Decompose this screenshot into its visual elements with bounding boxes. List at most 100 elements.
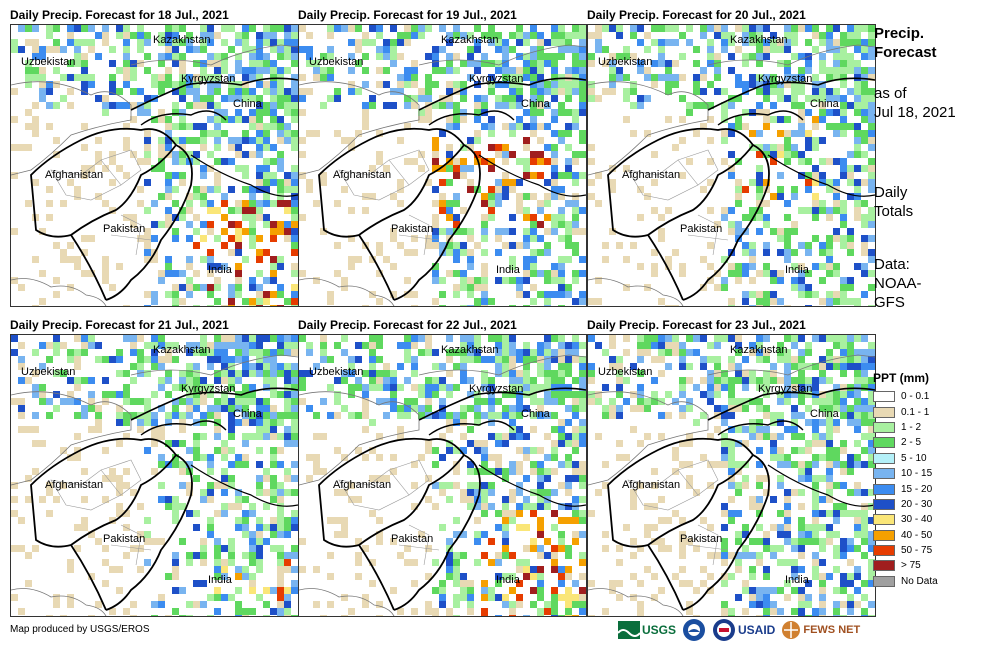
precip-cell	[291, 524, 298, 531]
precip-cell	[523, 291, 530, 298]
precip-cell	[728, 151, 735, 158]
precip-cell	[840, 242, 847, 249]
precip-cell	[572, 349, 579, 356]
precip-cell	[200, 412, 207, 419]
precip-cell	[572, 468, 579, 475]
precip-cell	[123, 552, 130, 559]
precip-cell	[798, 412, 805, 419]
precip-cell	[235, 454, 242, 461]
precip-cell	[770, 193, 777, 200]
precip-cell	[453, 242, 460, 249]
precip-cell	[819, 524, 826, 531]
precip-cell	[474, 482, 481, 489]
precip-cell	[826, 263, 833, 270]
precip-cell	[193, 349, 200, 356]
precip-cell	[256, 102, 263, 109]
map-label-afghanistan: Afghanistan	[45, 169, 103, 181]
precip-cell	[263, 475, 270, 482]
precip-cell	[488, 559, 495, 566]
precip-cell	[242, 573, 249, 580]
precip-cell	[235, 398, 242, 405]
precip-cell	[193, 580, 200, 587]
precip-cell	[249, 242, 256, 249]
precip-cell	[707, 552, 714, 559]
precip-cell	[376, 377, 383, 384]
precip-cell	[390, 587, 397, 594]
precip-cell	[235, 615, 242, 616]
precip-cell	[565, 123, 572, 130]
precip-cell	[651, 538, 658, 545]
precip-cell	[263, 291, 270, 298]
precip-cell	[284, 53, 291, 60]
precip-cell	[242, 172, 249, 179]
precip-cell	[700, 32, 707, 39]
precip-cell	[840, 370, 847, 377]
precip-cell	[523, 109, 530, 116]
precip-cell	[425, 81, 432, 88]
precip-cell	[868, 559, 875, 566]
precip-cell	[516, 102, 523, 109]
precip-cell	[256, 214, 263, 221]
precip-cell	[263, 426, 270, 433]
precip-cell	[242, 81, 249, 88]
precip-cell	[235, 461, 242, 468]
precip-cell	[446, 67, 453, 74]
precip-cell	[137, 186, 144, 193]
map-label-kyrgyzstan: Kyrgyzstan	[469, 383, 523, 395]
precip-cell	[165, 32, 172, 39]
precip-cell	[609, 405, 616, 412]
precip-cell	[355, 447, 362, 454]
precip-cell	[348, 207, 355, 214]
precip-cell	[404, 405, 411, 412]
precip-cell	[172, 356, 179, 363]
precip-cell	[256, 545, 263, 552]
precip-cell	[854, 165, 861, 172]
precip-cell	[509, 228, 516, 235]
precip-cell	[854, 398, 861, 405]
precip-cell	[537, 249, 544, 256]
precip-cell	[537, 482, 544, 489]
precip-cell	[291, 615, 298, 616]
precip-cell	[551, 440, 558, 447]
precip-cell	[446, 552, 453, 559]
precip-cell	[770, 277, 777, 284]
precip-cell	[502, 172, 509, 179]
precip-cell	[784, 580, 791, 587]
precip-cell	[679, 580, 686, 587]
precip-cell	[665, 256, 672, 263]
precip-cell	[565, 284, 572, 291]
precip-cell	[418, 88, 425, 95]
precip-cell	[123, 60, 130, 67]
precip-cell	[313, 67, 320, 74]
precip-cell	[749, 426, 756, 433]
precip-cell	[756, 615, 763, 616]
precip-cell	[186, 256, 193, 263]
precip-cell	[235, 88, 242, 95]
precip-cell	[551, 489, 558, 496]
precip-cell	[819, 53, 826, 60]
precip-cell	[277, 228, 284, 235]
precip-cell	[242, 566, 249, 573]
precip-cell	[868, 531, 875, 538]
precip-cell	[840, 109, 847, 116]
side-data-source: Data: NOAA- GFS	[874, 255, 922, 312]
precip-cell	[658, 342, 665, 349]
precip-cell	[784, 305, 791, 306]
precip-cell	[749, 207, 756, 214]
precip-cell	[565, 221, 572, 228]
precip-cell	[700, 454, 707, 461]
precip-cell	[735, 186, 742, 193]
precip-cell	[221, 200, 228, 207]
precip-cell	[812, 538, 819, 545]
precip-cell	[32, 305, 39, 306]
precip-cell	[812, 144, 819, 151]
precip-cell	[18, 545, 25, 552]
legend-label: 0.1 - 1	[901, 406, 930, 418]
precip-cell	[18, 398, 25, 405]
precip-cell	[95, 32, 102, 39]
precip-cell	[474, 349, 481, 356]
precip-cell	[432, 447, 439, 454]
precip-cell	[509, 349, 516, 356]
precip-cell	[67, 39, 74, 46]
precip-cell	[756, 207, 763, 214]
